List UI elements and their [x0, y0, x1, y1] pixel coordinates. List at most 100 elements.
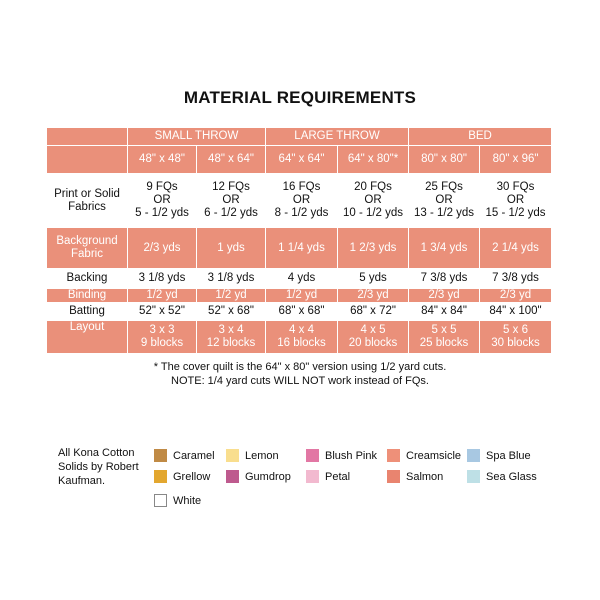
backing-cell: 5 yds [336, 268, 410, 289]
cell-line: 13 - 1/2 yds [413, 207, 475, 219]
row-label-background: Background Fabric [46, 227, 128, 269]
swatch-label: Creamsicle [406, 450, 462, 462]
cell-line: OR [506, 194, 525, 206]
size-cell: 48" x 64" [196, 145, 266, 174]
swatch-box [387, 470, 400, 483]
legend-intro: All Kona Cotton Solids by Robert Kaufman… [58, 446, 156, 488]
cell-line: 6 - 1/2 yds [204, 207, 258, 219]
batting-cell: 68" x 72" [336, 302, 410, 321]
swatch-caramel: Caramel [154, 449, 215, 463]
group-small-throw: SMALL THROW [127, 127, 266, 146]
binding-cell: 2/3 yd [479, 288, 553, 303]
swatch-creamsicle: Creamsicle [387, 449, 461, 463]
layout-cell: 5 x 6 30 blocks [479, 320, 553, 354]
cell-line: 15 - 1/2 yds [485, 207, 546, 219]
background-cell: 1 3/4 yds [408, 227, 481, 269]
print-cell: 25 FQs OR 13 - 1/2 yds [408, 173, 481, 228]
backing-cell: 3 1/8 yds [196, 268, 266, 289]
row-label-binding: Binding [46, 288, 128, 303]
swatch-label: Salmon [406, 471, 444, 483]
swatch-label: Petal [325, 471, 351, 483]
cell-line: 20 FQs [354, 181, 392, 193]
cell-line: OR [435, 194, 453, 206]
cell-line: 25 FQs [425, 181, 463, 193]
row-label-backing: Backing [46, 268, 128, 289]
size-cell: 80" x 80" [408, 145, 481, 174]
batting-cell: 52" x 68" [196, 302, 266, 321]
swatch-box [226, 470, 239, 483]
cell-line: 5 x 6 [503, 324, 528, 336]
backing-cell: 3 1/8 yds [127, 268, 197, 289]
swatch-box [154, 449, 167, 462]
cell-line: 4 x 4 [289, 324, 314, 336]
page-title: MATERIAL REQUIREMENTS [183, 88, 417, 107]
footnote-warning: NOTE: 1/4 yard cuts WILL NOT work instea… [171, 375, 429, 387]
row-label-line: Background [56, 235, 118, 247]
binding-cell: 1/2 yd [127, 288, 197, 303]
cell-line: 20 blocks [348, 337, 398, 349]
swatch-label: Lemon [245, 450, 279, 462]
swatch-label: Caramel [173, 450, 215, 462]
swatch-grellow: Grellow [154, 470, 210, 484]
cell-line: 10 - 1/2 yds [342, 207, 404, 219]
swatch-salmon: Salmon [387, 470, 443, 484]
binding-cell: 1/2 yd [265, 288, 338, 303]
print-cell: 12 FQs OR 6 - 1/2 yds [196, 173, 266, 228]
swatch-lemon: Lemon [226, 449, 279, 463]
cell-line: 4 x 5 [360, 324, 386, 336]
backing-cell: 7 3/8 yds [479, 268, 553, 289]
layout-cell: 3 x 4 12 blocks [196, 320, 266, 354]
background-cell: 2 1/4 yds [479, 227, 553, 269]
cell-line: OR [222, 194, 240, 206]
swatch-spa-blue: Spa Blue [467, 449, 531, 463]
layout-cell: 4 x 4 16 blocks [265, 320, 338, 354]
swatch-box [306, 470, 319, 483]
cell-line: OR [153, 194, 171, 206]
swatch-label: White [173, 495, 202, 507]
legend-intro-line: Kaufman. [58, 475, 106, 487]
swatch-box [306, 449, 319, 462]
background-cell: 2/3 yds [127, 227, 197, 269]
swatch-petal: Petal [306, 470, 350, 484]
cell-line: 25 blocks [419, 337, 469, 349]
cell-line: 3 x 4 [218, 324, 244, 336]
cell-line: 8 - 1/2 yds [274, 207, 329, 219]
footnote-cover: * The cover quilt is the 64" x 80" versi… [153, 361, 447, 373]
size-cell: 64" x 80"* [336, 145, 410, 174]
cell-line: 12 FQs [212, 181, 250, 193]
size-label-cell [46, 145, 128, 174]
batting-cell: 84" x 84" [408, 302, 481, 321]
background-cell: 1 1/4 yds [265, 227, 338, 269]
swatch-label: Gumdrop [245, 471, 291, 483]
swatch-box [387, 449, 400, 462]
print-cell: 30 FQs OR 15 - 1/2 yds [479, 173, 553, 228]
binding-cell: 1/2 yd [196, 288, 266, 303]
cell-line: 5 x 5 [431, 324, 457, 336]
swatch-box [154, 470, 167, 483]
cell-line: 9 FQs [146, 181, 178, 193]
cell-line: OR [292, 194, 311, 206]
group-bed: BED [408, 127, 553, 146]
row-label-batting: Batting [46, 302, 128, 321]
size-cell: 80" x 96" [479, 145, 553, 174]
row-label-print: Print or Solid Fabrics [46, 173, 128, 228]
legend-intro-line: All Kona Cotton [58, 447, 135, 459]
cell-line: 30 blocks [491, 337, 540, 349]
cell-line: 16 blocks [277, 337, 326, 349]
legend-intro-line: Solids by Robert [58, 461, 139, 473]
swatch-sea-glass: Sea Glass [467, 470, 537, 484]
batting-cell: 84" x 100" [479, 302, 553, 321]
row-label-layout: Layout [46, 320, 128, 354]
material-requirements-table: SMALL THROW LARGE THROW BED 48" x 48" 48… [46, 127, 553, 354]
cell-line: OR [364, 194, 382, 206]
backing-cell: 7 3/8 yds [408, 268, 481, 289]
swatch-box [467, 449, 480, 462]
swatch-box [154, 494, 167, 507]
layout-cell: 4 x 5 20 blocks [336, 320, 410, 354]
swatch-gumdrop: Gumdrop [226, 470, 291, 484]
cell-line: 9 blocks [140, 337, 184, 349]
swatch-label: Spa Blue [486, 450, 531, 462]
row-label-line: Print or Solid [54, 187, 120, 200]
swatch-blush-pink: Blush Pink [306, 449, 377, 463]
